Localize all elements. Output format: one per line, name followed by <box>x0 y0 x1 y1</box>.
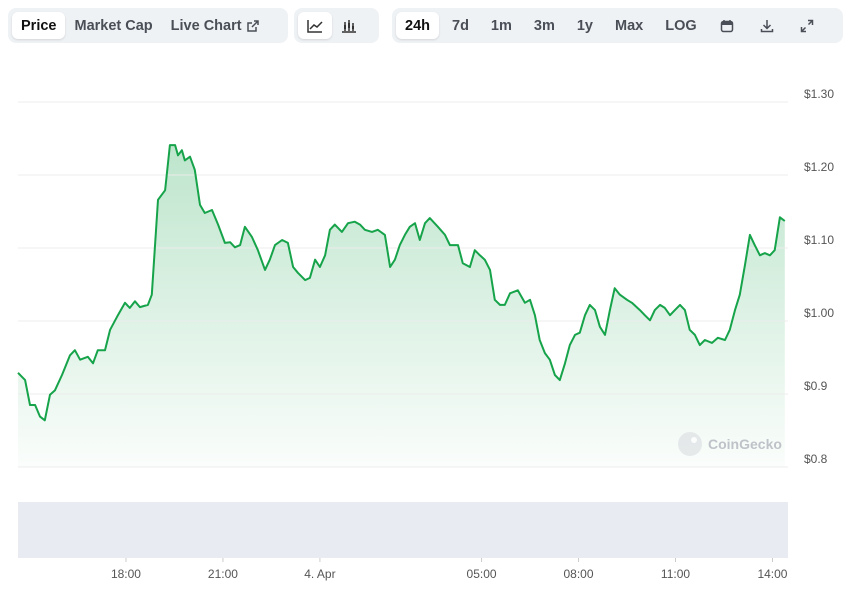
y-tick-label: $0.9 <box>804 379 828 393</box>
y-tick-label: $0.8 <box>804 452 828 466</box>
download-button[interactable] <box>750 12 784 39</box>
tab-label: Live Chart <box>170 17 242 34</box>
y-tick-label: $1.10 <box>804 233 834 247</box>
line-chart-button[interactable] <box>298 12 332 39</box>
range-button[interactable]: 1m <box>490 17 512 34</box>
log-button[interactable]: LOG <box>665 17 697 34</box>
x-tick-label: 11:00 <box>661 567 690 581</box>
range-button[interactable]: 24h <box>396 12 439 39</box>
y-tick-label: $1.30 <box>804 87 834 101</box>
tab[interactable]: Market Cap <box>74 17 153 34</box>
x-tick-label: 14:00 <box>757 567 787 581</box>
x-tick-label: 18:00 <box>111 567 141 581</box>
x-tick-label: 4. Apr <box>304 567 335 581</box>
y-tick-label: $1.00 <box>804 306 834 320</box>
fullscreen-button[interactable] <box>790 12 824 39</box>
tab-group: Price Market Cap Live Chart <box>8 8 288 43</box>
x-tick-label: 05:00 <box>467 567 497 581</box>
x-tick-label: 08:00 <box>564 567 594 581</box>
tab[interactable]: Live Chart <box>162 12 269 39</box>
download-icon <box>760 19 773 32</box>
candle-icon <box>342 19 356 33</box>
fullscreen-icon <box>800 19 813 32</box>
area-fill <box>18 145 785 467</box>
external-icon <box>246 19 259 32</box>
tab[interactable]: Price <box>12 12 66 39</box>
range-group: 24h 7d 1m 3m 1y Max LOG <box>392 8 843 43</box>
candle-chart-button[interactable] <box>332 12 366 39</box>
calendar-icon <box>720 19 733 32</box>
x-tick-label: 21:00 <box>208 567 238 581</box>
chart-type-group <box>294 8 379 43</box>
calendar-button[interactable] <box>710 12 744 39</box>
y-tick-label: $1.20 <box>804 160 834 174</box>
range-button[interactable]: Max <box>615 17 644 34</box>
line-icon <box>307 19 323 33</box>
range-button[interactable]: 7d <box>452 17 469 34</box>
price-line <box>17 144 786 422</box>
volume-pane <box>18 502 788 558</box>
watermark-text: CoinGecko <box>708 436 782 452</box>
watermark <box>678 432 702 456</box>
range-button[interactable]: 3m <box>533 17 555 34</box>
range-button[interactable]: 1y <box>576 17 593 34</box>
